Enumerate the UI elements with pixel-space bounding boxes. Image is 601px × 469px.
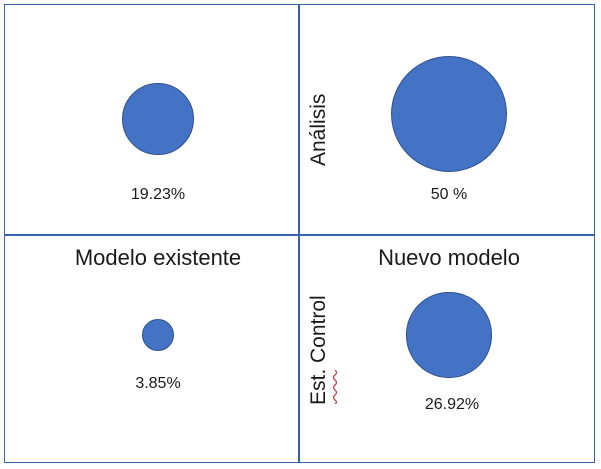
bubble-bottom-right <box>406 292 492 378</box>
value-label-bottom-right: 26.92% <box>424 396 480 413</box>
column-header-existing-model: Modelo existente <box>74 245 242 270</box>
value-label-top-right: 50 % <box>430 186 468 203</box>
spellcheck-underline <box>332 370 338 404</box>
bubble-bottom-left <box>141 318 175 352</box>
bubble-top-left <box>122 83 194 155</box>
bubble-top-right <box>391 56 507 172</box>
row-label-analysis: Análisis <box>307 93 330 166</box>
value-label-top-left: 19.23% <box>130 186 186 203</box>
vertical-divider <box>298 4 300 463</box>
column-header-new-model: Nuevo modelo <box>378 245 520 270</box>
horizontal-divider <box>4 234 595 236</box>
row-label-control: Est. Control <box>307 295 330 405</box>
value-label-bottom-left: 3.85% <box>135 375 181 392</box>
